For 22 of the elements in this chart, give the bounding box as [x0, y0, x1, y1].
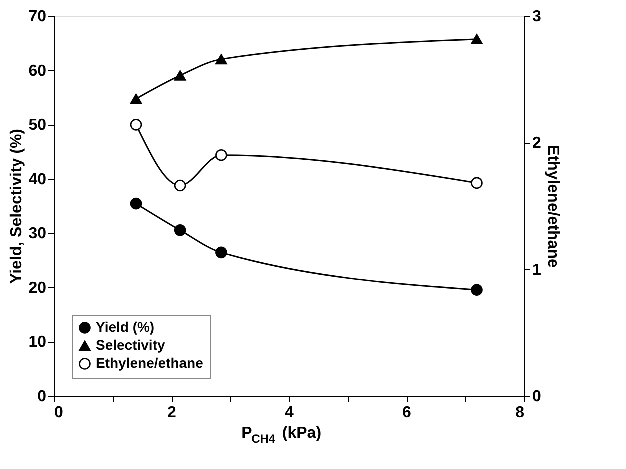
- y2-tick-label: 2: [532, 135, 542, 152]
- x-tick-label: 8: [516, 404, 525, 422]
- legend-label: Selectivity: [96, 337, 166, 353]
- y2-axis-title: Ethylene/ethane: [544, 145, 562, 268]
- x-tick-label: 0: [54, 404, 64, 422]
- y-tick-label: 70: [28, 8, 47, 26]
- y-tick-label: 10: [28, 334, 47, 352]
- legend-label: Yield (%): [96, 319, 155, 335]
- y-tick-label: 0: [38, 388, 47, 406]
- x-tick-label: 2: [168, 404, 177, 422]
- legend-label: Ethylene/ethane: [96, 355, 204, 371]
- y-tick-label: 40: [28, 171, 47, 188]
- y2-tick-label: 0: [532, 388, 542, 406]
- y-tick-label: 50: [28, 117, 47, 134]
- y-tick-label: 60: [28, 62, 47, 80]
- y-axis-title: Yield, Selectivity (%): [8, 128, 26, 284]
- y2-tick-label: 3: [532, 8, 542, 26]
- x-tick-label: 6: [402, 404, 412, 422]
- y-tick-label: 30: [28, 226, 47, 243]
- x-tick-label: 4: [285, 404, 294, 422]
- y2-tick-label: 1: [532, 262, 542, 279]
- y-tick-label: 20: [28, 280, 47, 297]
